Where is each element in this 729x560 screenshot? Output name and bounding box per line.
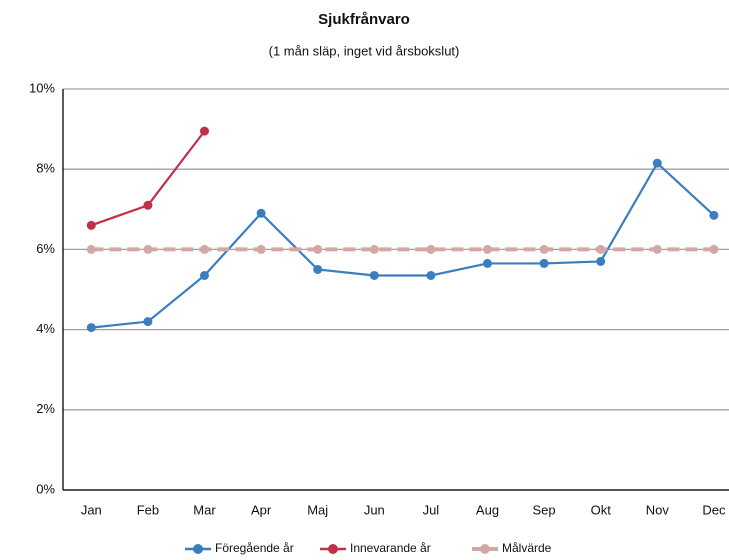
data-point: [652, 158, 662, 168]
legend-marker: [480, 544, 490, 554]
data-point: [709, 210, 719, 220]
legend-marker: [328, 544, 338, 554]
data-point: [313, 244, 323, 254]
data-point: [143, 200, 153, 210]
data-point: [426, 244, 436, 254]
chart-subtitle: (1 mån släp, inget vid årsbokslut): [269, 43, 460, 58]
data-point: [200, 244, 209, 254]
data-point: [86, 220, 96, 230]
data-point: [709, 244, 719, 254]
legend-marker: [193, 544, 203, 554]
series-line: [91, 161, 715, 329]
x-tick-label: Aug: [476, 502, 499, 517]
x-tick-label: Sep: [533, 502, 556, 517]
y-tick-label: 0%: [36, 481, 55, 496]
x-tick-label: Okt: [591, 502, 612, 517]
data-point: [256, 244, 266, 254]
x-tick-label: Jul: [423, 502, 440, 517]
data-point: [143, 244, 153, 254]
data-point: [483, 258, 492, 268]
legend-label: Föregående år: [215, 541, 294, 555]
chart-title: Sjukfrånvaro: [318, 11, 410, 28]
data-point: [143, 317, 153, 327]
data-point: [86, 323, 96, 333]
x-tick-label: Dec: [702, 502, 726, 517]
series-line: [90, 130, 206, 227]
x-tick-label: Jun: [364, 502, 385, 517]
data-point: [256, 208, 266, 218]
data-point: [86, 244, 96, 254]
legend-label: Innevarande år: [350, 541, 431, 555]
y-tick-label: 2%: [36, 401, 55, 416]
data-point: [596, 256, 606, 266]
x-tick-label: Feb: [137, 502, 159, 517]
y-tick-label: 4%: [36, 321, 55, 336]
x-tick-label: Nov: [646, 502, 670, 517]
data-point: [539, 258, 549, 268]
data-point: [483, 244, 492, 254]
x-tick-label: Mar: [193, 502, 216, 517]
y-tick-label: 8%: [36, 161, 55, 176]
x-tick-label: Apr: [251, 502, 272, 517]
x-tick-label: Jan: [81, 502, 102, 517]
data-point: [369, 270, 379, 280]
data-point: [426, 270, 436, 280]
data-point: [313, 264, 323, 274]
data-point: [652, 244, 662, 254]
legend-label: Målvärde: [502, 541, 552, 555]
x-tick-label: Maj: [307, 502, 328, 517]
data-point: [200, 126, 209, 136]
data-point: [539, 244, 549, 254]
y-tick-label: 6%: [36, 241, 55, 256]
data-point: [200, 270, 209, 280]
data-point: [369, 244, 379, 254]
data-point: [596, 244, 606, 254]
y-tick-label: 10%: [29, 80, 55, 95]
